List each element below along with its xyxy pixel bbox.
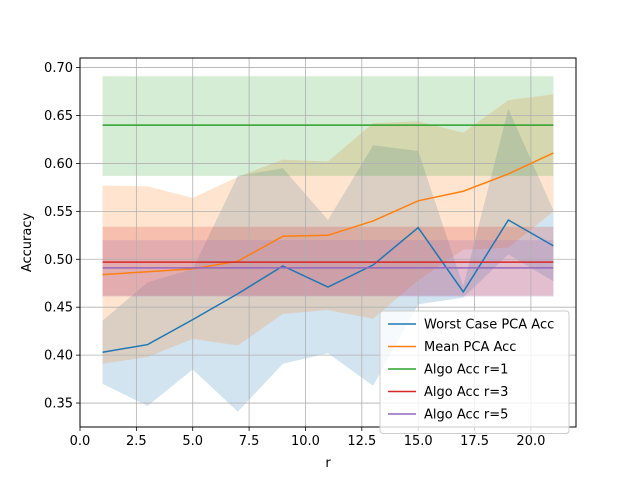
- y-axis-label: Accuracy: [20, 213, 35, 273]
- band-3: [102, 226, 554, 296]
- y-axis-ticks: 0.35 0.40 0.45 0.50 0.55 0.60 0.65 0.70: [44, 61, 80, 412]
- x-tick-label-1: 2.5: [126, 434, 147, 449]
- x-tick-label-2: 5.0: [182, 434, 203, 449]
- legend-label-0: Worst Case PCA Acc: [424, 318, 554, 333]
- x-tick-label-5: 12.5: [347, 434, 376, 449]
- band-2: [102, 76, 554, 176]
- x-tick-label-6: 15.0: [404, 434, 433, 449]
- x-tick-label-3: 7.5: [239, 434, 260, 449]
- y-tick-label-2: 0.45: [44, 301, 73, 316]
- x-tick-label-4: 10.0: [291, 434, 320, 449]
- y-tick-label-3: 0.50: [44, 253, 73, 268]
- y-tick-label-7: 0.70: [44, 61, 73, 76]
- band-1: [102, 94, 554, 364]
- legend-label-3: Algo Acc r=3: [424, 385, 508, 400]
- plot-frame: [79, 57, 577, 428]
- legend: Worst Case PCA Acc Mean PCA Acc Algo Acc r…: [379, 310, 570, 434]
- series-lines: [102, 124, 554, 353]
- x-tick-label-7: 17.5: [460, 434, 489, 449]
- y-tick-label-1: 0.40: [44, 349, 73, 364]
- legend-label-4: Algo Acc r=5: [424, 408, 508, 423]
- legend-label-2: Algo Acc r=1: [424, 363, 508, 378]
- x-tick-label-0: 0.0: [70, 434, 91, 449]
- x-axis-label: r: [325, 456, 331, 471]
- confidence-bands: [102, 76, 554, 412]
- legend-label-1: Mean PCA Acc: [424, 340, 516, 355]
- y-tick-label-4: 0.55: [44, 205, 73, 220]
- legend-box: [379, 310, 570, 434]
- band-0: [102, 108, 554, 412]
- y-tick-label-0: 0.35: [44, 397, 73, 412]
- y-tick-label-5: 0.60: [44, 157, 73, 172]
- x-axis-ticks: 0.0 2.5 5.0 7.5 10.0 12.5 15.0 17.5 20.0: [70, 427, 545, 449]
- y-tick-label-6: 0.65: [44, 109, 73, 124]
- series-line-1: [102, 152, 554, 276]
- x-tick-label-8: 20.0: [516, 434, 545, 449]
